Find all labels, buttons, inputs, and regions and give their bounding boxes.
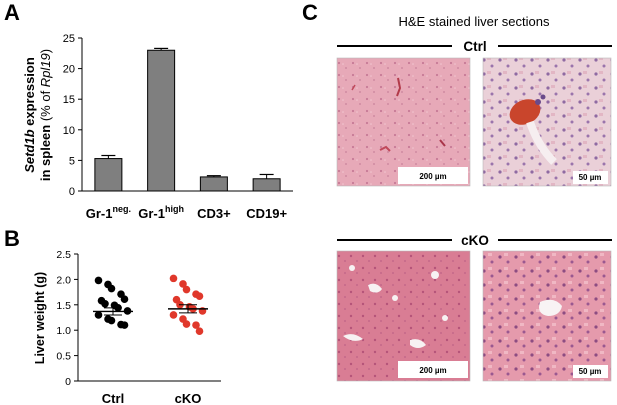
- y-tick-label-b: 1.5: [56, 300, 71, 312]
- data-point: [192, 321, 200, 329]
- panel-letter-b: B: [4, 226, 20, 251]
- bar: [94, 158, 123, 192]
- x-tick-label: Gr-1high: [138, 204, 184, 221]
- y-tick-label-b: 1.0: [56, 325, 71, 337]
- data-point: [195, 327, 204, 336]
- x-tick-label: Gr-1neg.: [86, 204, 131, 221]
- scale-label: 200 µm: [419, 172, 446, 181]
- data-point: [107, 316, 116, 325]
- y-axis-label-line1: Setd1b expression: [22, 57, 37, 173]
- y-tick-label: 5: [69, 155, 75, 167]
- bar: [147, 49, 176, 192]
- y-tick-label: 20: [63, 64, 75, 76]
- scale-label: 50 µm: [579, 367, 602, 376]
- y-tick-label-b: 0.5: [56, 351, 71, 363]
- bar: [252, 178, 281, 192]
- y-axis-label-b: Liver weight (g): [33, 272, 47, 364]
- y-tick-label: 15: [63, 94, 75, 106]
- data-point: [120, 295, 129, 304]
- y-axis-label-line2: in spleen (% of Rpl19): [38, 49, 53, 181]
- panel-c-title: H&E stained liver sections: [398, 14, 550, 29]
- y-tick-label-b: 0: [65, 376, 71, 388]
- y-tick-label-b: 2.5: [56, 249, 71, 261]
- scale-label: 200 µm: [419, 366, 446, 375]
- panel-letter-c: C: [302, 0, 318, 25]
- y-tick-label-b: 2.0: [56, 274, 71, 286]
- histology-panel: H&E stained liver sections Ctrl 200 µm 5…: [336, 14, 612, 382]
- panel-letter-a: A: [4, 0, 20, 25]
- data-point: [179, 280, 187, 288]
- x-tick-label: CD3+: [197, 206, 231, 221]
- bar-chart-setd1b: 0 5 10 15 20 25 Gr-1neg. Gr-1high CD3+ CD19+ Set…: [22, 33, 293, 221]
- cko-group-label: cKO: [461, 233, 489, 248]
- data-point: [182, 320, 191, 328]
- data-point: [94, 276, 103, 285]
- x-tick-label-b: cKO: [175, 391, 202, 405]
- data-point: [107, 284, 116, 293]
- data-point: [169, 311, 178, 319]
- scatter-chart-liver-weight: 0 0.5 1.0 1.5 2.0 2.5 Ctrl cKO Liver weight (g…: [33, 249, 221, 405]
- ctrl-group-label: Ctrl: [463, 39, 486, 54]
- data-point: [169, 274, 178, 283]
- cko-image-high-mag: 50 µm: [482, 250, 612, 382]
- ctrl-image-low-mag: 200 µm: [336, 57, 471, 187]
- y-tick-label: 10: [63, 125, 75, 137]
- cko-image-low-mag: 200 µm: [336, 250, 471, 382]
- data-point: [120, 321, 129, 329]
- x-tick-label-b: Ctrl: [102, 391, 124, 405]
- scale-label: 50 µm: [579, 173, 602, 182]
- data-point: [195, 292, 204, 300]
- bar: [199, 176, 228, 192]
- y-tick-label: 25: [63, 33, 75, 45]
- data-point: [94, 311, 103, 319]
- y-tick-label: 0: [69, 186, 75, 198]
- x-tick-label: CD19+: [246, 206, 287, 221]
- ctrl-image-high-mag: 50 µm: [482, 57, 612, 187]
- data-point: [101, 299, 109, 308]
- data-point: [182, 285, 191, 294]
